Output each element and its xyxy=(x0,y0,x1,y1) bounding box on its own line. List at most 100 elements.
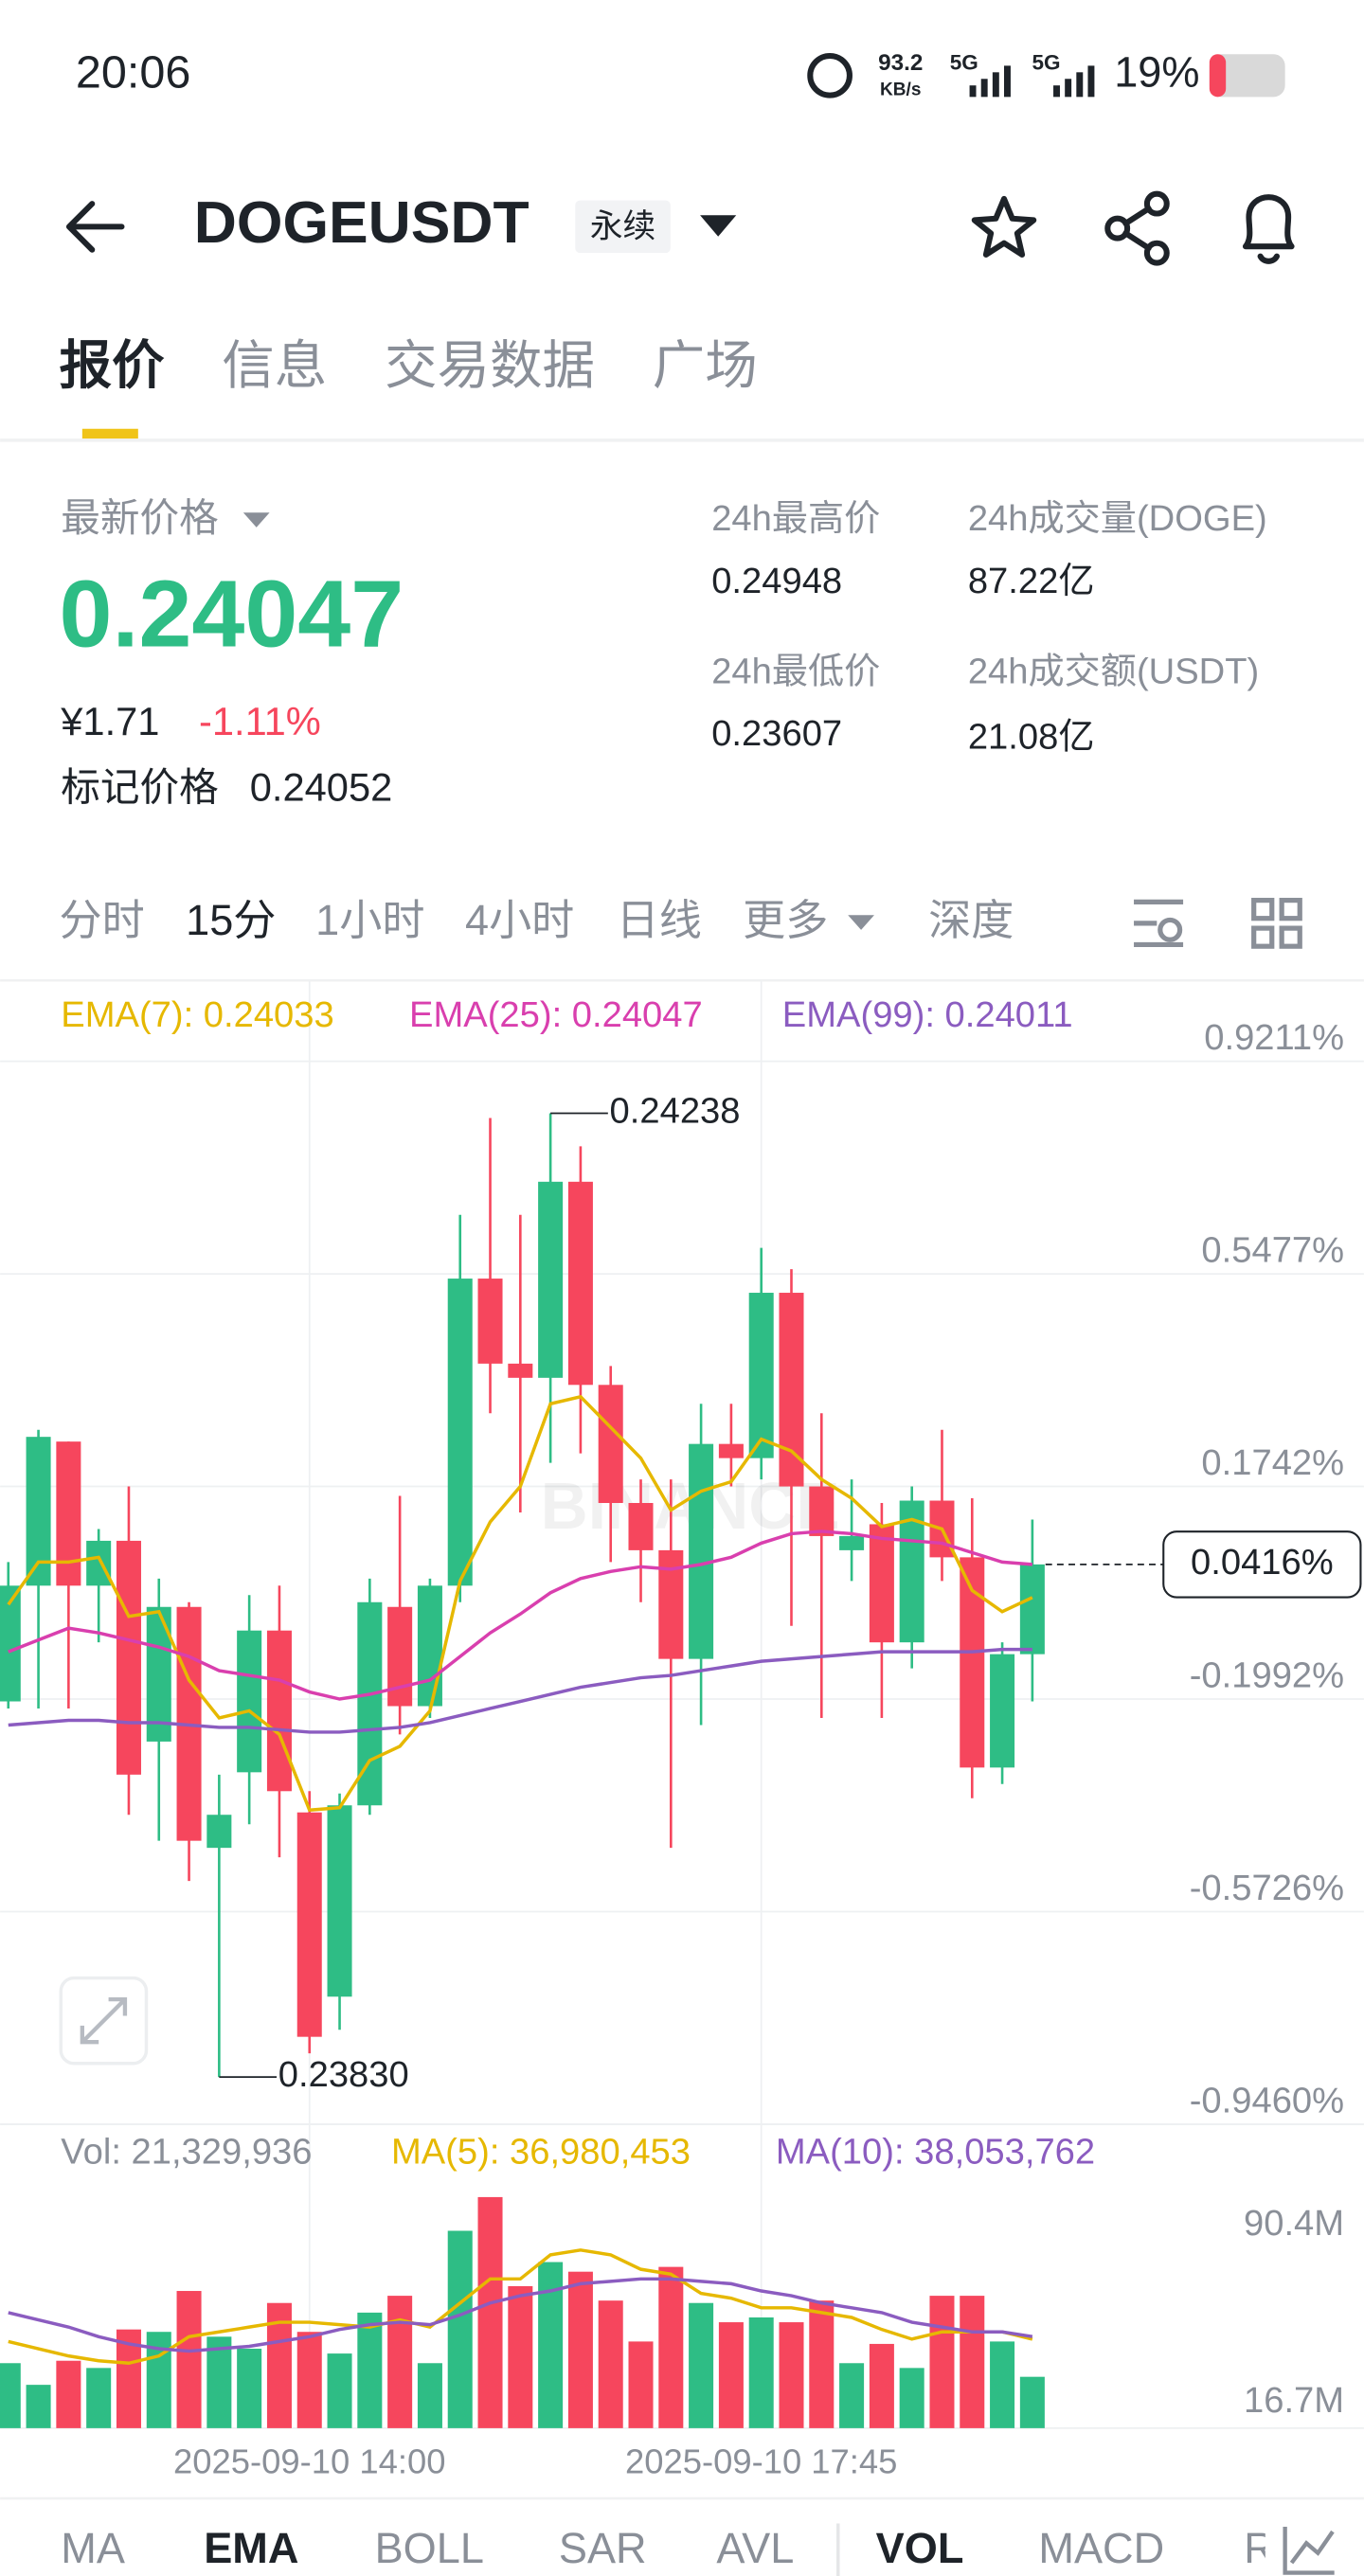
volume-bar xyxy=(658,2266,684,2428)
battery-level: 19% xyxy=(1114,48,1199,97)
volume-bar xyxy=(869,2343,894,2428)
interval[interactable]: 分时 xyxy=(60,896,145,944)
share-button[interactable] xyxy=(1104,190,1170,266)
divider xyxy=(836,2523,840,2576)
candle-body xyxy=(387,1606,413,1707)
symbol-dropdown[interactable] xyxy=(700,215,737,237)
interval[interactable]: 4小时 xyxy=(465,896,574,944)
volume-bar xyxy=(26,2385,51,2428)
candle-body xyxy=(990,1654,1015,1768)
net-type: 5G xyxy=(950,51,978,75)
tab[interactable]: 报价 xyxy=(60,336,166,395)
candle-body xyxy=(1019,1564,1045,1655)
candle-body xyxy=(56,1441,81,1586)
volume-bar xyxy=(296,2332,322,2428)
volume-bar xyxy=(0,2363,21,2428)
indicator-tab[interactable]: MA xyxy=(61,2524,125,2572)
candle-body xyxy=(266,1630,292,1792)
volume-bar xyxy=(598,2300,623,2428)
volume-bar xyxy=(387,2296,413,2428)
divider xyxy=(0,438,1364,442)
dropdown-caret xyxy=(848,915,874,930)
volume-bar xyxy=(447,2230,473,2428)
volume-bar xyxy=(357,2312,383,2428)
x-tick-label: 2025-09-10 17:45 xyxy=(625,2442,897,2481)
interval[interactable]: 深度 xyxy=(928,896,1014,944)
last-price-label[interactable]: 最新价格 xyxy=(61,495,219,540)
back-button[interactable] xyxy=(65,201,125,253)
high-label: 24h最高价 xyxy=(711,498,880,539)
candle-body xyxy=(477,1279,503,1364)
candle-body xyxy=(86,1540,112,1586)
low-value: 0.23607 xyxy=(711,713,842,754)
contract-badge: 永续 xyxy=(590,207,655,244)
volume-bar xyxy=(809,2300,835,2428)
volume-bar xyxy=(206,2336,232,2428)
volume-bar xyxy=(567,2271,593,2428)
volume-bar xyxy=(237,2349,262,2428)
badge-bg xyxy=(575,200,671,254)
indicator-tab[interactable]: VOL xyxy=(876,2524,964,2572)
candle-body xyxy=(718,1443,744,1458)
indicator-tab[interactable]: AVL xyxy=(716,2524,794,2572)
favorite-button[interactable] xyxy=(971,195,1037,258)
volume-bar xyxy=(839,2363,865,2428)
candle-body xyxy=(508,1363,533,1378)
interval[interactable]: 更多 xyxy=(743,896,828,944)
divider xyxy=(0,978,1364,982)
volume-bar xyxy=(56,2360,81,2428)
y-tick-label: 90.4M xyxy=(1244,2203,1344,2244)
chart-settings-button[interactable] xyxy=(1134,899,1184,948)
candle-body xyxy=(327,1805,352,1997)
ema-line xyxy=(8,1530,1033,1701)
symbol[interactable]: DOGEUSDT xyxy=(194,189,529,256)
indicator-settings-button[interactable] xyxy=(1283,2526,1335,2575)
tab[interactable]: 信息 xyxy=(222,336,327,395)
last-price-tag xyxy=(1162,1530,1362,1599)
ema-legend: EMA(7): 0.24033 xyxy=(61,994,333,1035)
ma-legend: MA(10): 38,053,762 xyxy=(776,2131,1095,2172)
divider xyxy=(0,2496,1364,2500)
signal-icon xyxy=(969,65,1011,98)
amount-label: 24h成交额(USDT) xyxy=(968,651,1259,691)
change-percent: -1.11% xyxy=(199,699,321,743)
tab-indicator xyxy=(81,428,138,439)
interval[interactable]: 日线 xyxy=(617,896,702,944)
high-value: 0.24948 xyxy=(711,561,842,601)
volume-bar xyxy=(477,2196,503,2428)
fullscreen-button[interactable] xyxy=(59,1976,149,2066)
candle-body xyxy=(567,1181,593,1386)
layout-button[interactable] xyxy=(1251,898,1302,949)
y-tick-label: 0.9211% xyxy=(1204,1017,1344,1058)
candle-body xyxy=(748,1293,774,1458)
indicator-tab[interactable]: MACD xyxy=(1038,2524,1164,2572)
candle-body xyxy=(116,1540,141,1775)
interval[interactable]: 1小时 xyxy=(315,896,424,944)
y-tick-label: -0.1992% xyxy=(1190,1655,1344,1696)
y-tick-label: 0.5477% xyxy=(1201,1230,1344,1271)
indicator-tab[interactable]: BOLL xyxy=(375,2524,484,2572)
volume-bar xyxy=(929,2296,955,2428)
candle-body xyxy=(899,1500,924,1643)
volume-bar xyxy=(86,2368,112,2428)
cny-price: ¥1.71 xyxy=(60,699,159,743)
volume-legend: Vol: 21,329,936 xyxy=(61,2131,312,2172)
candle-body xyxy=(809,1486,835,1536)
indicator-tab[interactable]: EMA xyxy=(204,2524,298,2572)
alert-button[interactable] xyxy=(1242,194,1295,264)
y-tick-label: -0.5726% xyxy=(1190,1868,1344,1908)
tab[interactable]: 交易数据 xyxy=(385,336,595,395)
min-label: 0.23830 xyxy=(278,2054,409,2095)
mark-price-label: 标记价格 xyxy=(61,764,219,809)
indicator-tab[interactable]: SAR xyxy=(559,2524,647,2572)
candle-body xyxy=(206,1815,232,1849)
candle-body xyxy=(538,1181,564,1378)
candle-body xyxy=(839,1535,865,1550)
interval[interactable]: 15分 xyxy=(186,896,276,944)
tab[interactable]: 广场 xyxy=(653,336,758,395)
x-tick-label: 2025-09-10 14:00 xyxy=(173,2442,445,2481)
last-price-tag-label: 0.0416% xyxy=(1191,1542,1334,1583)
ma-line xyxy=(8,2277,1033,2353)
mark-price: 0.24052 xyxy=(250,764,392,809)
